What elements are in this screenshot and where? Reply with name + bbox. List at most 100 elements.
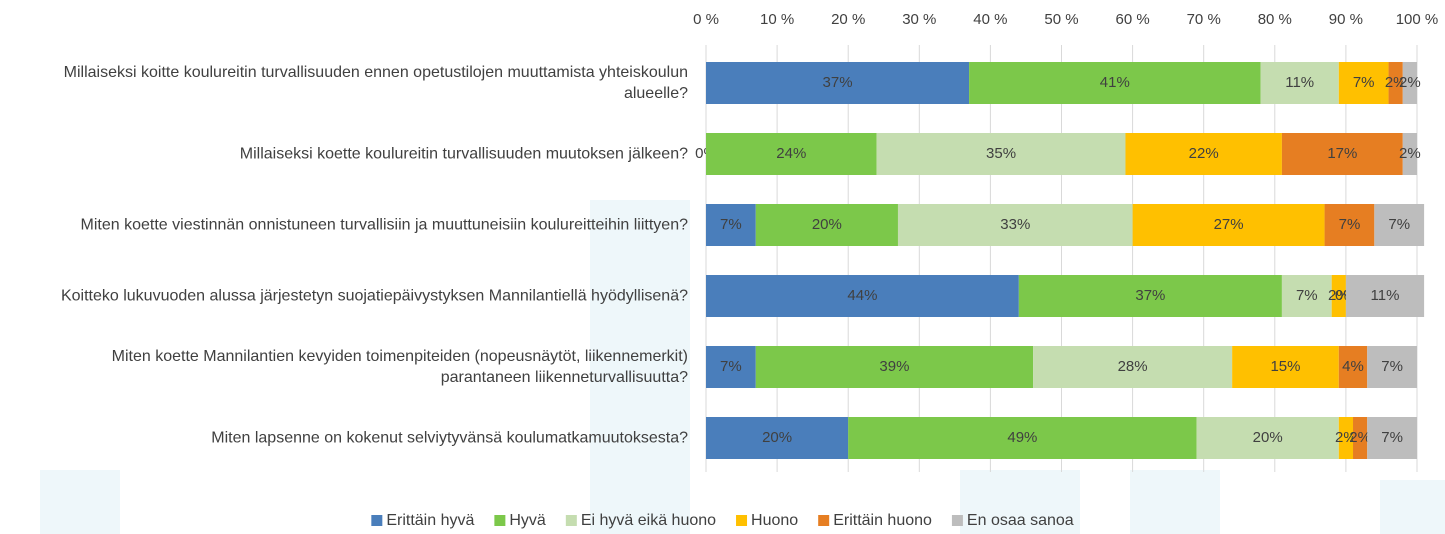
bar-segment [1402, 133, 1417, 175]
bar-segment [706, 346, 756, 388]
bar-segment [1367, 417, 1417, 459]
data-label: 7% [1339, 216, 1361, 233]
legend-swatch [494, 515, 506, 526]
data-label: 41% [1100, 74, 1130, 91]
data-label: 35% [986, 145, 1016, 162]
x-tick-label: 0 % [693, 11, 719, 28]
x-tick-label: 20 % [831, 11, 865, 28]
bar-segment [706, 204, 756, 246]
bar-segment [1033, 346, 1233, 388]
data-label: 33% [1000, 216, 1030, 233]
bar-segment [1125, 133, 1282, 175]
x-tick-label: 70 % [1187, 11, 1221, 28]
data-label: 27% [1214, 216, 1244, 233]
data-label: 11% [1285, 74, 1314, 91]
bar-segment [1374, 204, 1425, 246]
legend-swatch [736, 515, 748, 526]
data-label: 2% [1385, 74, 1407, 91]
bar-segment [1260, 62, 1339, 104]
x-tick-label: 100 % [1396, 11, 1439, 28]
data-label: 24% [776, 145, 806, 162]
data-label: 22% [1189, 145, 1219, 162]
bar-segment [1353, 417, 1368, 459]
bar-segment [848, 417, 1197, 459]
legend-label: En osaa sanoa [967, 512, 1074, 529]
bar-segment [706, 62, 970, 104]
legend-label: Erittäin huono [833, 512, 932, 529]
bar-segment [1402, 62, 1417, 104]
data-label: 7% [1381, 429, 1403, 446]
bar-segment [1338, 346, 1368, 388]
data-label: 11% [1371, 287, 1400, 304]
data-label: 39% [879, 358, 909, 375]
x-tick-label: 50 % [1044, 11, 1078, 28]
data-label: 7% [1381, 358, 1403, 375]
category-label: Miten lapsenne on kokenut selviytyvänsä … [211, 429, 688, 447]
bar-segment [1338, 417, 1354, 459]
x-tick-label: 60 % [1115, 11, 1149, 28]
x-tick-label: 90 % [1329, 11, 1363, 28]
bar-segment [1367, 346, 1417, 388]
legend: Erittäin hyvä Hyvä Ei hyvä eikä huono Huono… [371, 512, 1074, 529]
data-label: 44% [847, 287, 877, 304]
bar-segment [1232, 346, 1339, 388]
background-skyline [40, 200, 1445, 534]
bar-segment [876, 133, 1126, 175]
bar-segment [1331, 275, 1346, 317]
data-label: 7% [1296, 287, 1318, 304]
bar-segment [1345, 275, 1425, 317]
data-label: 15% [1270, 358, 1300, 375]
data-label: 37% [1135, 287, 1165, 304]
category-label: Koitteko lukuvuoden alussa järjestetyn s… [60, 287, 688, 305]
bar-segment [706, 417, 849, 459]
bar-segment [755, 204, 898, 246]
bar-segment [1281, 133, 1403, 175]
x-tick-label: 80 % [1258, 11, 1292, 28]
legend-label: Hyvä [509, 512, 546, 529]
x-tick-label: 30 % [902, 11, 936, 28]
legend-swatch [818, 515, 830, 526]
legend-label: Ei hyvä eikä huono [581, 512, 716, 529]
bar-segment [1338, 62, 1389, 104]
data-label: 17% [1327, 145, 1357, 162]
bar-segment [1388, 62, 1403, 104]
category-label: Millaiseksi koette koulureitin turvallis… [239, 145, 688, 163]
legend-label: Huono [751, 512, 798, 529]
bar-segment [755, 346, 1034, 388]
bar-segment [1132, 204, 1325, 246]
bar-segment [969, 62, 1261, 104]
data-label: 20% [762, 429, 792, 446]
data-label: 49% [1007, 429, 1037, 446]
data-label: 7% [1388, 216, 1410, 233]
bar-segment [1196, 417, 1339, 459]
bar-segment [1018, 275, 1282, 317]
bar-segment [706, 133, 877, 175]
data-label: 4% [1342, 358, 1364, 375]
x-tick-label: 40 % [973, 11, 1007, 28]
data-label: 2% [1328, 287, 1350, 304]
bar-segment [1281, 275, 1332, 317]
legend-swatch [951, 515, 963, 526]
bar-segment [706, 275, 1019, 317]
data-label: 2% [1399, 74, 1421, 91]
data-label: 37% [823, 74, 853, 91]
bar-segment [1324, 204, 1375, 246]
data-label: 2% [1335, 429, 1357, 446]
category-label: Millaiseksi koitte koulureitin turvallis… [63, 64, 688, 102]
category-label: Miten koette viestinnän onnistuneen turv… [80, 216, 688, 234]
x-tick-label: 10 % [760, 11, 794, 28]
data-label: 20% [812, 216, 842, 233]
legend-swatch [565, 515, 577, 526]
data-label: 2% [1349, 429, 1371, 446]
legend-label: Erittäin hyvä [386, 512, 474, 529]
legend-swatch [371, 515, 383, 526]
category-label: Miten koette Mannilantien kevyiden toime… [111, 348, 688, 386]
data-label: 7% [1353, 74, 1375, 91]
data-label: 7% [720, 358, 742, 375]
data-label: 2% [1399, 145, 1421, 162]
data-label: 7% [720, 216, 742, 233]
bar-segment [897, 204, 1133, 246]
data-label: 28% [1118, 358, 1148, 375]
